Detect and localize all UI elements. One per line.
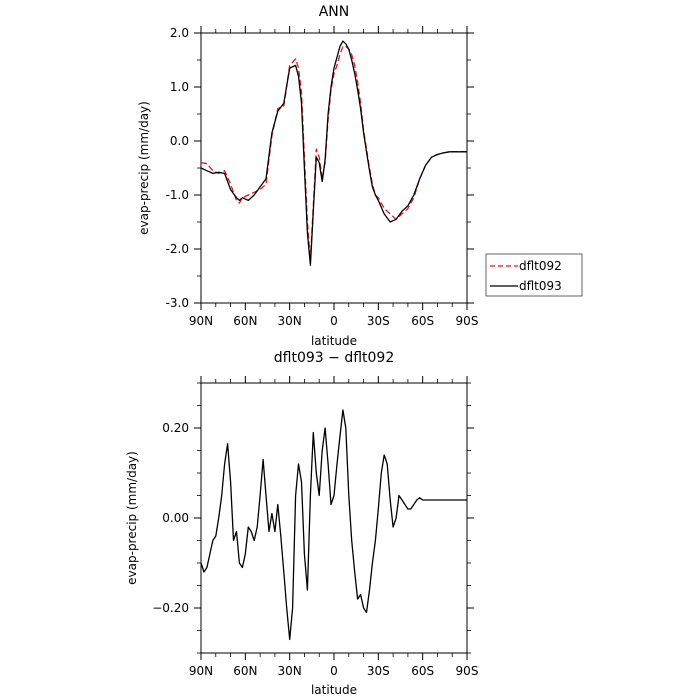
x-tick-label: 90S xyxy=(456,314,479,328)
x-tick-label: 90S xyxy=(456,664,479,678)
y-tick-label: 0.20 xyxy=(162,421,189,435)
bottom-chart-title: dflt093 − dflt092 xyxy=(274,350,394,366)
legend-label-dflt092: dflt092 xyxy=(519,259,562,273)
x-tick-label: 60S xyxy=(411,664,434,678)
series-line-dflt093 xyxy=(200,40,467,266)
series-line-dflt092 xyxy=(200,45,467,261)
bottom-plot-frame xyxy=(200,382,468,654)
x-tick-label: 60N xyxy=(233,664,257,678)
bottom-ticks: 90N 60N 30N 0 30S 60S 90S −0.20 0.00 0.20 xyxy=(152,376,478,678)
top-chart-title: ANN xyxy=(319,4,350,20)
x-tick-label: 30N xyxy=(278,664,302,678)
x-tick-label: 30N xyxy=(278,314,302,328)
bottom-panel: dflt093 − dflt092 90N 60N 30N 0 30S 60S 90S −0.… xyxy=(125,350,478,697)
top-series-lines xyxy=(200,40,467,266)
y-tick-label: 0.00 xyxy=(162,511,189,525)
x-tick-label: 90N xyxy=(189,314,213,328)
x-tick-label: 0 xyxy=(330,314,338,328)
top-ticks: 90N 60N 30N 0 30S 60S 90S -3.0 -2.0 -1.0 0.0 1.0 2.0 xyxy=(166,26,479,328)
y-tick-label: -2.0 xyxy=(166,242,189,256)
bottom-x-axis-label: latitude xyxy=(311,683,357,697)
y-tick-label: -1.0 xyxy=(166,188,189,202)
y-tick-label: 1.0 xyxy=(170,80,189,94)
top-panel: ANN 90N 60N 30N 0 30S 60S 90S -3.0 -2.0 -1.0 0.0 1.… xyxy=(137,4,478,348)
y-tick-label: 2.0 xyxy=(170,26,189,40)
y-tick-label: 0.0 xyxy=(170,134,189,148)
x-tick-label: 90N xyxy=(189,664,213,678)
bottom-series-lines xyxy=(200,409,467,641)
x-tick-label: 30S xyxy=(367,664,390,678)
x-tick-label: 60N xyxy=(233,314,257,328)
legend-label-dflt093: dflt093 xyxy=(519,279,562,293)
x-tick-label: 60S xyxy=(411,314,434,328)
legend-box xyxy=(485,253,583,297)
y-tick-label: -3.0 xyxy=(166,296,189,310)
series-line-series-0 xyxy=(200,409,467,641)
x-tick-label: 30S xyxy=(367,314,390,328)
legend: dflt092 dflt093 xyxy=(485,253,583,297)
x-tick-label: 0 xyxy=(330,664,338,678)
top-x-axis-label: latitude xyxy=(311,334,357,348)
top-y-axis-label: evap-precip (mm/day) xyxy=(137,101,151,235)
bottom-y-axis-label: evap-precip (mm/day) xyxy=(125,451,139,585)
y-tick-label: −0.20 xyxy=(152,601,189,615)
